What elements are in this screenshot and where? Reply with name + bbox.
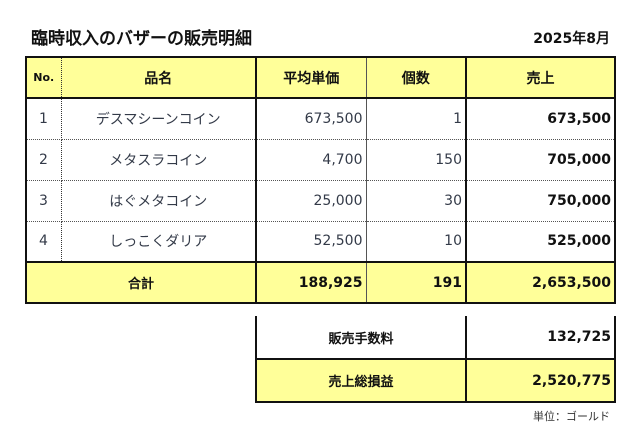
period-label: 2025年8月 — [533, 31, 610, 47]
row-avg-price: 52,500 — [256, 221, 367, 263]
row-avg-price: 673,500 — [256, 98, 367, 140]
row-name: デスマシーンコイン — [61, 98, 257, 140]
row-avg-price: 25,000 — [256, 180, 367, 222]
row-sales: 525,000 — [466, 221, 616, 263]
row-name: しっこくダリア — [61, 221, 257, 263]
row-qty: 1 — [366, 98, 467, 140]
row-sales: 705,000 — [466, 139, 616, 181]
total-row: 合計 188,925 191 2,653,500 — [25, 262, 616, 304]
total-sales: 2,653,500 — [466, 262, 616, 304]
row-no: 4 — [25, 221, 62, 263]
total-label: 合計 — [25, 262, 257, 304]
row-no: 3 — [25, 180, 62, 222]
row-avg-price: 4,700 — [256, 139, 367, 181]
page-title: 臨時収入のバザーの販売明細 — [31, 29, 252, 49]
row-sales: 673,500 — [466, 98, 616, 140]
row-qty: 30 — [366, 180, 467, 222]
table-row: 3 はぐメタコイン 25,000 30 750,000 — [25, 180, 616, 222]
table-row: 1 デスマシーンコイン 673,500 1 673,500 — [25, 98, 616, 140]
header-name: 品名 — [61, 56, 257, 99]
table-header-row: No. 品名 平均単価 個数 売上 — [25, 56, 616, 99]
gross-value: 2,520,775 — [465, 358, 616, 403]
header-sales: 売上 — [466, 56, 616, 99]
total-qty: 191 — [366, 262, 467, 304]
gross-label: 売上総損益 — [255, 358, 467, 403]
row-qty: 150 — [366, 139, 467, 181]
fee-value: 132,725 — [465, 316, 616, 360]
header-avg-price: 平均単価 — [256, 56, 367, 99]
header-qty: 個数 — [366, 56, 467, 99]
total-avg-price: 188,925 — [256, 262, 367, 304]
row-name: はぐメタコイン — [61, 180, 257, 222]
gross-row: 売上総損益 2,520,775 — [255, 358, 616, 403]
unit-note: 単位：ゴールド — [533, 410, 610, 423]
table-row: 4 しっこくダリア 52,500 10 525,000 — [25, 221, 616, 263]
table-row: 2 メタスラコイン 4,700 150 705,000 — [25, 139, 616, 181]
row-sales: 750,000 — [466, 180, 616, 222]
row-no: 1 — [25, 98, 62, 140]
row-no: 2 — [25, 139, 62, 181]
summary-table: 販売手数料 132,725 売上総損益 2,520,775 — [255, 316, 616, 403]
sales-table: No. 品名 平均単価 個数 売上 1 デスマシーンコイン 673,500 1 … — [25, 56, 616, 304]
fee-label: 販売手数料 — [255, 316, 467, 360]
header-no: No. — [25, 56, 62, 99]
fee-row: 販売手数料 132,725 — [255, 316, 616, 360]
row-name: メタスラコイン — [61, 139, 257, 181]
row-qty: 10 — [366, 221, 467, 263]
